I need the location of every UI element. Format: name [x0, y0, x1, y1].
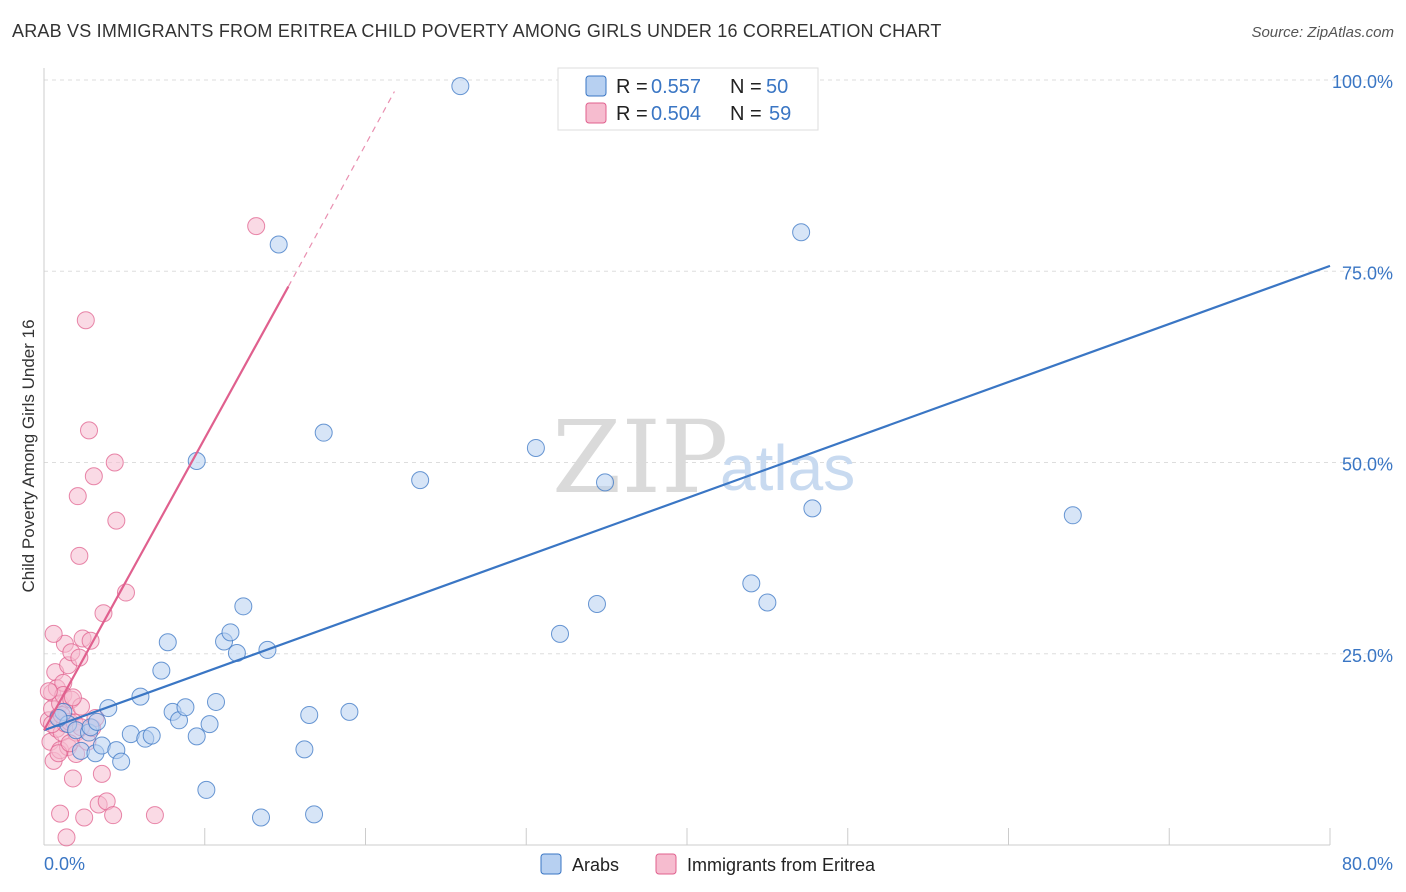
- arab-point-13: [142, 726, 161, 745]
- arab-point-19: [187, 727, 206, 746]
- eritrea-point-22: [63, 769, 82, 788]
- arab-point-33: [314, 423, 333, 442]
- legend-swatch-arabs: [585, 75, 607, 97]
- eritrea-point-28: [70, 648, 89, 667]
- eritrea-point-48: [247, 217, 266, 236]
- legend-r-value-eritrea: 0.504: [651, 103, 701, 125]
- y-tick-label-50: 50.0%: [1342, 455, 1393, 475]
- legend-r-label-eritrea: R =: [616, 103, 648, 125]
- trend-lines: [43, 91, 1331, 732]
- arab-point-46: [1063, 506, 1082, 525]
- arab-point-48: [88, 712, 107, 731]
- arab-point-43: [758, 593, 777, 612]
- arab-point-9: [112, 752, 131, 771]
- eritrea-point-47: [145, 806, 164, 825]
- arab-point-20: [197, 780, 216, 799]
- legend-r-label-arabs: R =: [616, 76, 648, 98]
- eritrea-trend-extension: [287, 91, 395, 287]
- arab-point-21: [200, 715, 219, 734]
- eritrea-point-27: [70, 546, 89, 565]
- arab-point-32: [305, 805, 324, 824]
- arab-point-44: [792, 223, 811, 242]
- y-axis-tick-labels: 25.0% 50.0% 75.0% 100.0%: [1332, 72, 1393, 666]
- y-axis-label: Child Poverty Among Girls Under 16: [19, 319, 38, 592]
- arab-point-38: [526, 438, 545, 457]
- eritrea-point-53: [49, 744, 68, 763]
- watermark-atlas: atlas: [720, 432, 855, 504]
- legend-n-label-eritrea: N =: [730, 103, 762, 125]
- eritrea-point-44: [105, 453, 124, 472]
- legend-swatch-eritrea: [585, 102, 607, 124]
- arab-point-14: [152, 661, 171, 680]
- watermark-zip: ZIP: [552, 399, 728, 516]
- arab-point-27: [252, 808, 271, 827]
- series-legend: Arabs Immigrants from Eritrea: [540, 853, 876, 875]
- legend-n-label-arabs: N =: [730, 76, 762, 98]
- eritrea-point-50: [51, 804, 70, 823]
- arab-point-29: [269, 235, 288, 254]
- arabs-points: [49, 77, 1082, 827]
- arab-point-26: [234, 597, 253, 616]
- arabs-trend-line: [43, 264, 1331, 732]
- eritrea-point-52: [39, 682, 58, 701]
- arab-point-37: [451, 77, 470, 96]
- x-tick-label-min: 0.0%: [44, 854, 85, 874]
- eritrea-point-51: [57, 828, 76, 847]
- arab-point-40: [587, 595, 606, 614]
- x-tick-label-max: 80.0%: [1342, 854, 1393, 874]
- stats-legend: R = 0.557 N = 50 R = 0.504 N = 59: [557, 67, 819, 131]
- eritrea-point-34: [80, 421, 99, 440]
- arab-point-45: [803, 499, 822, 518]
- eritrea-trend-line: [43, 286, 290, 731]
- arab-point-36: [411, 471, 430, 490]
- series-legend-label-arabs: Arabs: [572, 855, 619, 875]
- legend-n-value-arabs: 50: [766, 76, 788, 98]
- arab-point-22: [207, 692, 226, 711]
- source-label: Source: ZipAtlas.com: [1251, 24, 1394, 41]
- arab-point-15: [158, 633, 177, 652]
- eritrea-point-45: [107, 511, 126, 530]
- y-tick-label-100: 100.0%: [1332, 72, 1393, 92]
- series-legend-label-eritrea: Immigrants from Eritrea: [687, 855, 876, 875]
- y-tick-label-25: 25.0%: [1342, 646, 1393, 666]
- series-legend-swatch-arabs: [540, 853, 562, 875]
- eritrea-point-37: [84, 467, 103, 486]
- series-legend-swatch-eritrea: [655, 853, 677, 875]
- eritrea-point-31: [75, 808, 94, 827]
- arab-point-41: [596, 473, 615, 492]
- watermark: ZIP atlas: [552, 399, 855, 516]
- eritrea-point-26: [68, 487, 87, 506]
- arab-point-42: [742, 574, 761, 593]
- grid-lines: [44, 79, 1393, 655]
- legend-r-value-arabs: 0.557: [651, 76, 701, 98]
- arab-point-31: [300, 705, 319, 724]
- eritrea-point-58: [63, 688, 82, 707]
- y-tick-label-75: 75.0%: [1342, 263, 1393, 283]
- eritrea-point-49: [44, 624, 63, 643]
- arab-point-39: [551, 624, 570, 643]
- arab-point-30: [295, 740, 314, 759]
- x-axis-ticks: [43, 828, 1331, 845]
- chart-title: ARAB VS IMMIGRANTS FROM ERITREA CHILD PO…: [12, 21, 942, 41]
- eritrea-point-32: [76, 311, 95, 330]
- legend-n-value-eritrea: 59: [769, 103, 791, 125]
- eritrea-point-40: [92, 764, 111, 783]
- arab-point-24: [221, 623, 240, 642]
- arab-point-18: [176, 698, 195, 717]
- arab-point-34: [340, 702, 359, 721]
- eritrea-point-43: [104, 806, 123, 825]
